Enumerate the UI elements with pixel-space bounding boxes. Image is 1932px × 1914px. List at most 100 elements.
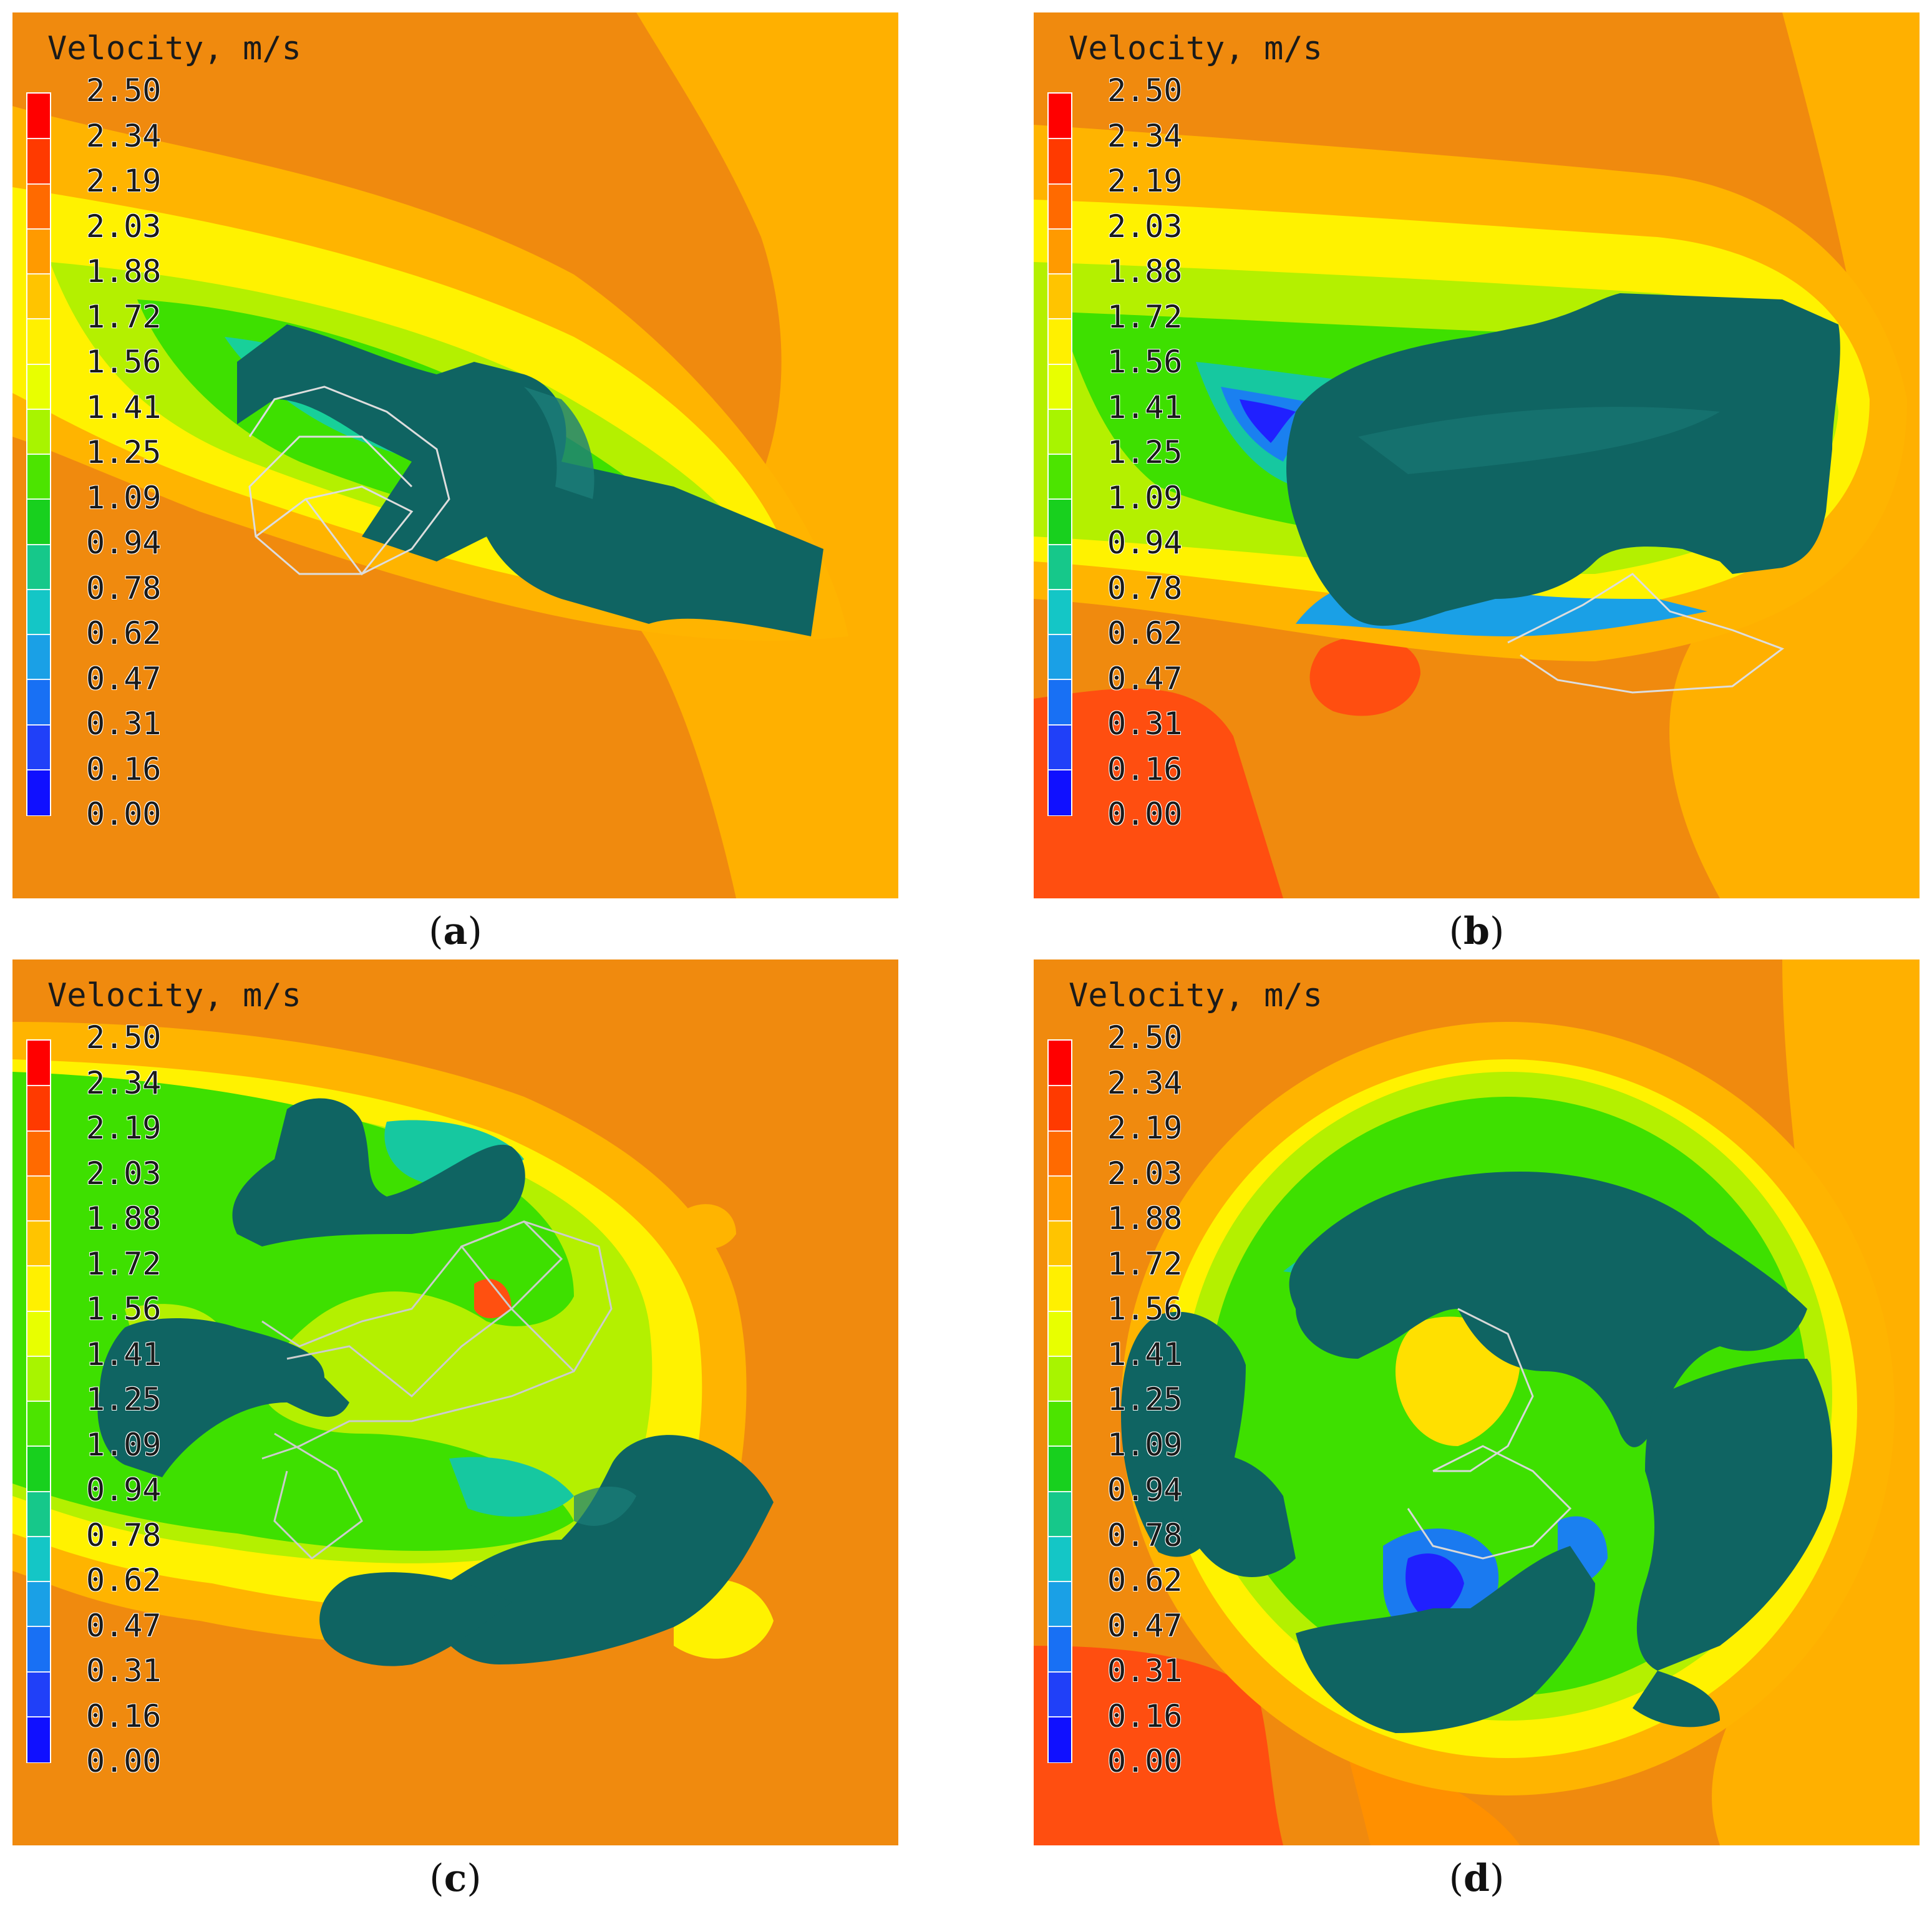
colorbar-tick-label: 0.31 bbox=[86, 1653, 162, 1689]
colorbar-tick-mark bbox=[27, 183, 50, 185]
caption-open: ( bbox=[1449, 910, 1464, 953]
colorbar-segment bbox=[27, 319, 50, 365]
colorbar-segment bbox=[27, 1175, 50, 1222]
colorbar-tick-label: 1.72 bbox=[1107, 298, 1183, 335]
colorbar-segment bbox=[27, 1446, 50, 1492]
colorbar-tick-mark bbox=[27, 634, 50, 635]
colorbar-segment bbox=[27, 364, 50, 410]
colorbar-tick-mark bbox=[1049, 1535, 1071, 1537]
colorbar-tick-label: 0.00 bbox=[86, 796, 162, 832]
colorbar-segment bbox=[1049, 1626, 1071, 1673]
colorbar-segment bbox=[1049, 1671, 1071, 1717]
panel-c: Velocity, m/s 2.50 2.34 2.19 2.03 1.88 1.72 1.… bbox=[12, 959, 898, 1845]
colorbar-tick-label: 1.88 bbox=[1107, 253, 1183, 289]
colorbar-tick-label: 2.34 bbox=[1107, 117, 1183, 154]
colorbar-tick-mark bbox=[1049, 634, 1071, 635]
colorbar-segment bbox=[1049, 319, 1071, 365]
colorbar-segment bbox=[27, 1041, 50, 1087]
colorbar-segment bbox=[1049, 1446, 1071, 1492]
colorbar-tick-label: 0.62 bbox=[86, 615, 162, 651]
colorbar-tick-label: 0.94 bbox=[86, 1472, 162, 1508]
colorbar-tick-mark bbox=[1049, 273, 1071, 274]
caption-a: (a) bbox=[362, 910, 549, 953]
colorbar-segment bbox=[1049, 454, 1071, 500]
caption-close: ) bbox=[467, 1857, 482, 1900]
colorbar-tick-label: 0.47 bbox=[86, 660, 162, 697]
colorbar-tick-label: 1.88 bbox=[1107, 1200, 1183, 1236]
colorbar-segment bbox=[1049, 1581, 1071, 1628]
colorbar-tick-label: 1.25 bbox=[86, 434, 162, 470]
colorbar-segment bbox=[27, 634, 50, 681]
colorbar-tick-mark bbox=[1049, 1175, 1071, 1177]
colorbar-segment bbox=[1049, 138, 1071, 185]
colorbar-tick-mark bbox=[1049, 724, 1071, 726]
panel-b: Velocity, m/s 2.50 2.34 2.19 2.03 1.88 1.72 1.… bbox=[1034, 12, 1920, 898]
legend-title: Velocity, m/s bbox=[1069, 30, 1323, 67]
colorbar-tick-label: 1.09 bbox=[1107, 479, 1183, 516]
caption-b: (b) bbox=[1383, 910, 1570, 953]
colorbar-segment bbox=[1049, 1130, 1071, 1177]
colorbar-tick-label: 0.94 bbox=[1107, 1472, 1183, 1508]
colorbar-tick-mark bbox=[27, 769, 50, 770]
colorbar-tick-label: 1.09 bbox=[86, 479, 162, 516]
colorbar-tick-label: 0.62 bbox=[86, 1562, 162, 1598]
colorbar-tick-label: 2.50 bbox=[1107, 72, 1183, 109]
colorbar-segment bbox=[1049, 1356, 1071, 1402]
caption-close: ) bbox=[467, 910, 482, 953]
caption-c: (c) bbox=[362, 1857, 549, 1900]
colorbar-segment bbox=[1049, 1491, 1071, 1537]
caption-letter: b bbox=[1464, 910, 1490, 953]
colorbar-segment bbox=[1049, 634, 1071, 681]
colorbar-tick-label: 2.19 bbox=[86, 163, 162, 199]
colorbar-tick-label: 1.25 bbox=[1107, 434, 1183, 470]
caption-open: ( bbox=[1449, 1857, 1464, 1900]
colorbar-tick-mark bbox=[1049, 363, 1071, 365]
colorbar-segment bbox=[1049, 1311, 1071, 1357]
colorbar-tick-label: 1.09 bbox=[1107, 1426, 1183, 1463]
colorbar-tick-mark bbox=[27, 318, 50, 320]
colorbar-tick-label: 2.50 bbox=[86, 1019, 162, 1056]
legend-title: Velocity, m/s bbox=[47, 30, 301, 67]
colorbar-segment bbox=[1049, 1086, 1071, 1132]
caption-letter: d bbox=[1464, 1857, 1490, 1900]
colorbar-tick-label: 1.72 bbox=[86, 1245, 162, 1282]
colorbar-segment bbox=[1049, 94, 1071, 140]
colorbar-segment bbox=[27, 544, 50, 590]
colorbar-tick-label: 1.09 bbox=[86, 1426, 162, 1463]
colorbar-tick-mark bbox=[1049, 1401, 1071, 1402]
colorbar-tick-mark bbox=[1049, 1490, 1071, 1492]
colorbar-tick-mark bbox=[27, 1445, 50, 1447]
colorbar-tick-mark bbox=[27, 1671, 50, 1673]
colorbar-segment bbox=[27, 94, 50, 140]
colorbar-tick-label: 0.16 bbox=[86, 751, 162, 787]
colorbar-tick-mark bbox=[1049, 1581, 1071, 1582]
colorbar-tick-mark bbox=[27, 454, 50, 455]
colorbar-tick-mark bbox=[27, 679, 50, 681]
colorbar-ticks: 2.50 2.34 2.19 2.03 1.88 1.72 1.56 1.41 1.25 1.09… bbox=[1107, 1019, 1232, 1777]
caption-open: ( bbox=[429, 910, 444, 953]
colorbar-tick-mark bbox=[1049, 1310, 1071, 1312]
colorbar-tick-label: 2.50 bbox=[1107, 1019, 1183, 1056]
colorbar-tick-label: 0.78 bbox=[1107, 570, 1183, 606]
colorbar-segment bbox=[1049, 1041, 1071, 1087]
colorbar-tick-label: 1.56 bbox=[1107, 344, 1183, 380]
colorbar-segment bbox=[1049, 1536, 1071, 1582]
colorbar-segment bbox=[27, 274, 50, 320]
colorbar-tick-label: 2.34 bbox=[86, 1064, 162, 1101]
colorbar-tick-label: 0.16 bbox=[1107, 751, 1183, 787]
colorbar-segment bbox=[27, 1130, 50, 1177]
colorbar-tick-label: 0.62 bbox=[1107, 615, 1183, 651]
colorbar-tick-label: 2.03 bbox=[1107, 1155, 1183, 1192]
velocity-field-b bbox=[1034, 12, 1920, 898]
colorbar-segment bbox=[27, 499, 50, 545]
colorbar-tick-mark bbox=[1049, 1716, 1071, 1717]
colorbar-segment bbox=[27, 454, 50, 500]
caption-d: (d) bbox=[1383, 1857, 1570, 1900]
colorbar-tick-mark bbox=[27, 363, 50, 365]
colorbar-tick-mark bbox=[27, 228, 50, 230]
colorbar-segment bbox=[1049, 1266, 1071, 1312]
colorbar-tick-label: 0.47 bbox=[1107, 660, 1183, 697]
colorbar-segment bbox=[1049, 1221, 1071, 1267]
colorbar-tick-label: 2.19 bbox=[1107, 163, 1183, 199]
colorbar-tick-mark bbox=[27, 1716, 50, 1717]
